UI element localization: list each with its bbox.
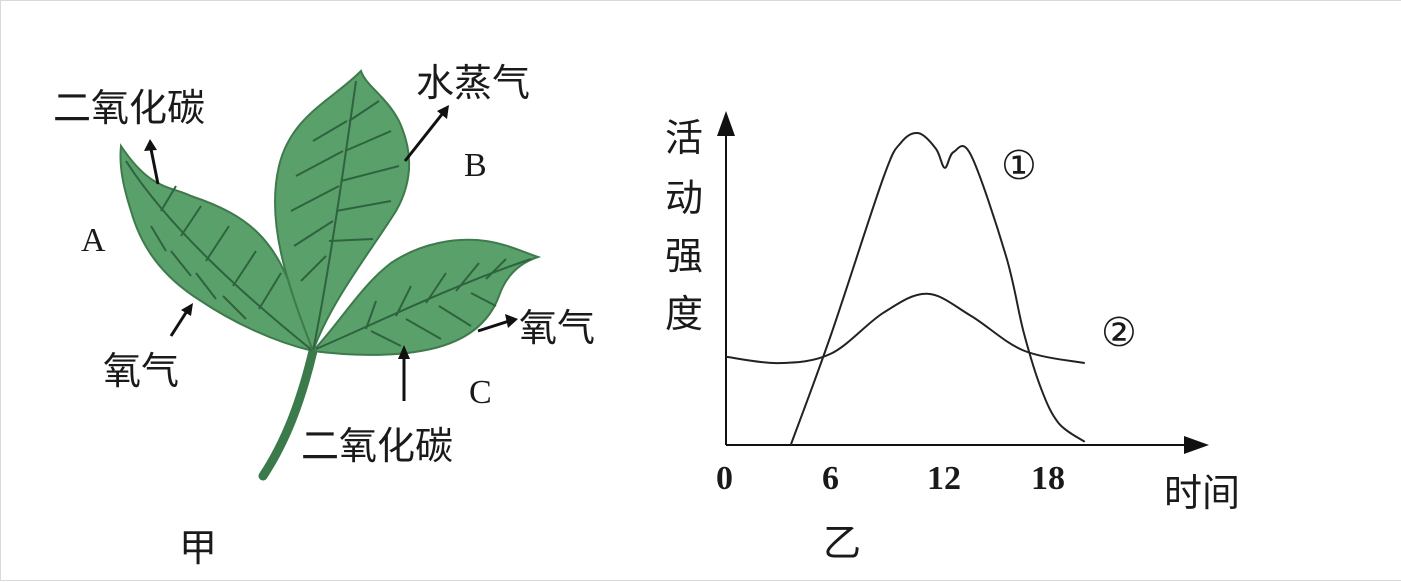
leaf-c — [310, 238, 542, 356]
xtick-12: 12 — [927, 460, 961, 497]
label-co2-bottom: 二氧化碳 — [301, 424, 453, 468]
caption-yi: 乙 — [823, 521, 861, 565]
o2-in-arrow-a — [169, 303, 193, 337]
ylabel-char-3: 强 — [665, 234, 703, 278]
curve-label-2: ② — [1101, 310, 1137, 356]
ylabel-char-4: 度 — [665, 292, 703, 336]
xtick-6: 6 — [822, 460, 839, 497]
water-vapor-arrow-b — [403, 105, 449, 162]
label-c: C — [469, 374, 492, 411]
caption-jia: 甲 — [179, 526, 217, 570]
label-b: B — [464, 147, 487, 184]
curve-label-1: ① — [1001, 143, 1037, 189]
label-o2-right: 氧气 — [519, 306, 595, 350]
leaf-diagram: 二氧化碳 A 氧气 水蒸气 B 氧气 C 二氧化碳 甲 — [53, 61, 595, 570]
stem — [258, 346, 318, 481]
label-water-vapor: 水蒸气 — [416, 61, 530, 105]
ylabel-char-1: 活 — [665, 116, 703, 160]
label-co2-top: 二氧化碳 — [53, 86, 205, 130]
series-line-1 — [789, 131, 1086, 446]
co2-in-arrow-c — [398, 345, 410, 401]
activity-chart: 活 动 强 度 0 6 12 18 时间 ① ② 乙 — [665, 111, 1240, 565]
y-axis-arrowhead — [717, 111, 735, 136]
series-curves — [725, 131, 1086, 446]
ylabel-char-2: 动 — [665, 176, 703, 220]
label-o2-left: 氧气 — [103, 349, 179, 393]
series-line-2 — [725, 292, 1085, 365]
x-axis-arrowhead — [1184, 436, 1209, 454]
leaf-b — [273, 69, 411, 354]
xtick-18: 18 — [1031, 460, 1065, 497]
xlabel: 时间 — [1164, 471, 1240, 515]
xtick-0: 0 — [716, 460, 733, 497]
label-a: A — [81, 222, 106, 259]
co2-out-arrow-a — [144, 139, 160, 185]
o2-out-arrow-c — [477, 314, 518, 333]
